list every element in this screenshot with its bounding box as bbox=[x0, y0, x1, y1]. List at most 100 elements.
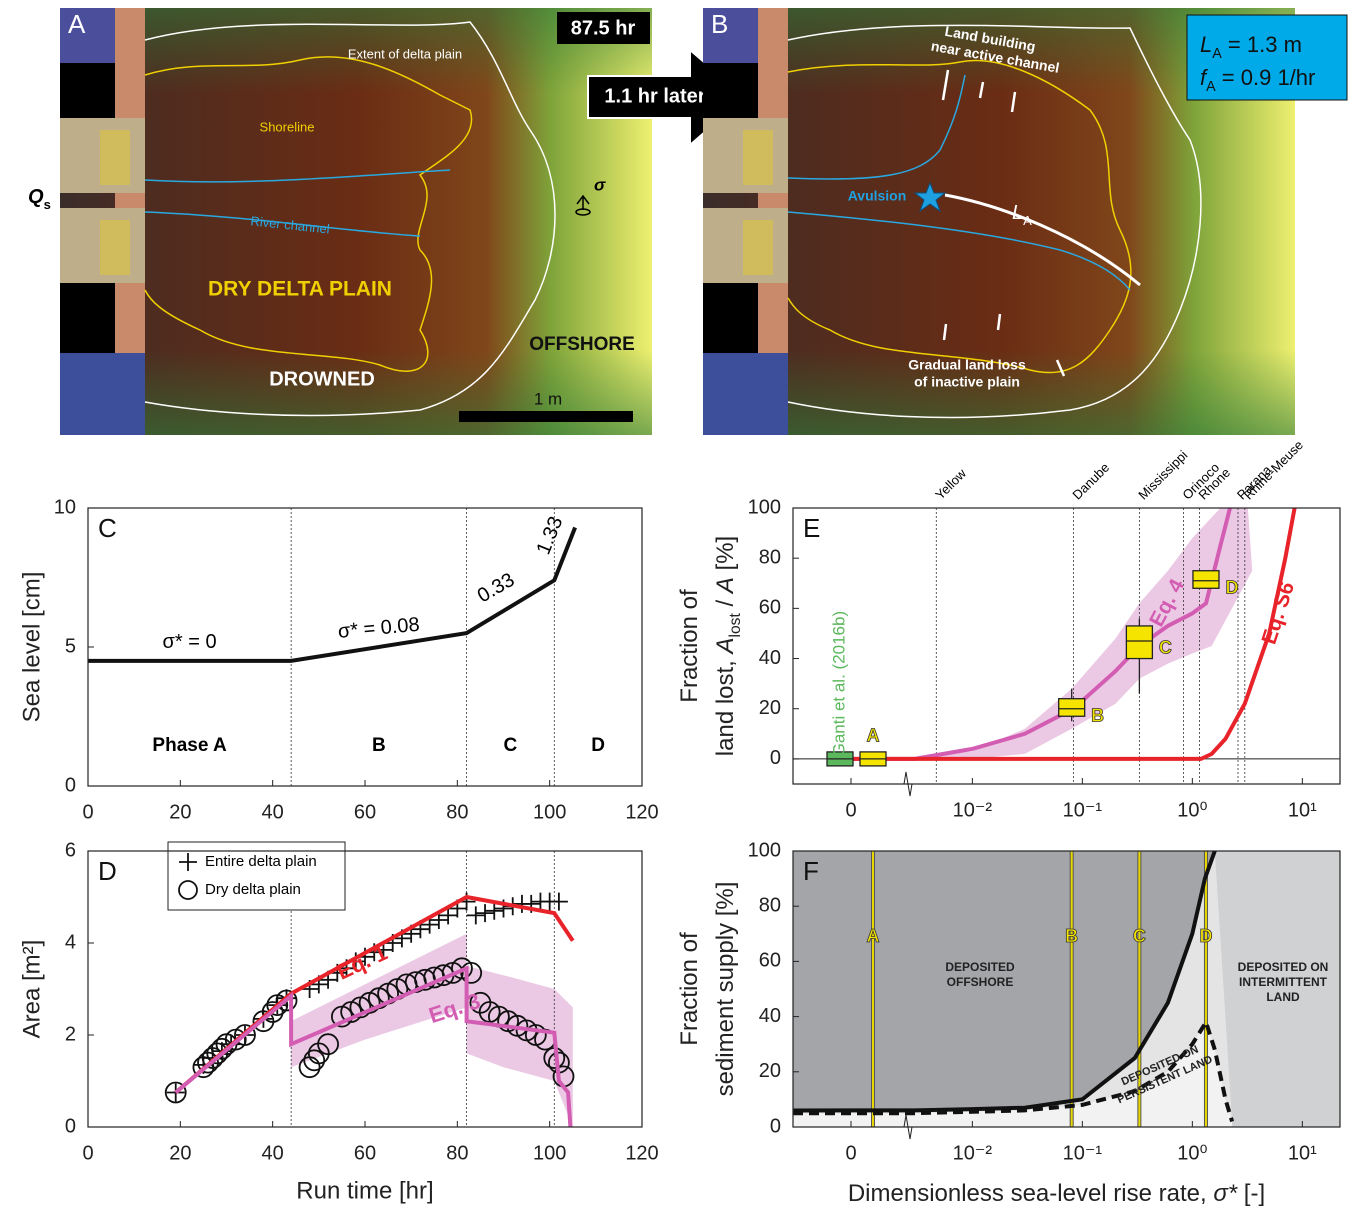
text-part: = 1.3 m bbox=[1222, 32, 1302, 57]
avulsion-label: Avulsion bbox=[848, 188, 907, 204]
x-tick-label: 80 bbox=[446, 1142, 468, 1164]
y-tick-label: 80 bbox=[759, 546, 781, 568]
y-tick-label: 100 bbox=[748, 839, 781, 861]
photo-a: A 87.5 hr Extent of delta plain Shorelin… bbox=[60, 8, 652, 435]
y-tick-label: 2 bbox=[65, 1023, 76, 1045]
y-axis-label: Fraction of bbox=[676, 589, 703, 703]
text-part: A bbox=[1206, 79, 1216, 95]
region-label: OFFSHORE bbox=[947, 975, 1014, 989]
y-tick-label: 0 bbox=[770, 747, 781, 769]
extent-label: Extent of delta plain bbox=[348, 46, 462, 61]
y-tick-label: 6 bbox=[65, 839, 76, 861]
x-tick-label: 120 bbox=[625, 801, 658, 823]
region-label: DEPOSITED ON bbox=[1238, 960, 1329, 974]
x-tick-label: 100 bbox=[533, 801, 566, 823]
text-part: Fraction of bbox=[676, 589, 703, 703]
case-label: A bbox=[867, 926, 880, 946]
case-label: C bbox=[1133, 926, 1146, 946]
y-axis-label: Sea level [cm] bbox=[18, 572, 45, 723]
river-label: Yellow bbox=[932, 465, 969, 502]
region-label: DROWNED bbox=[269, 368, 375, 390]
text-part: A bbox=[1023, 213, 1032, 228]
rate-label: 1.33 bbox=[533, 513, 568, 557]
case-label: B bbox=[1065, 926, 1078, 946]
x-tick-label: 10⁻¹ bbox=[1063, 1142, 1103, 1164]
x-tick-label: 120 bbox=[625, 1142, 658, 1164]
box-label: B bbox=[1091, 705, 1104, 725]
reference-label: Ganti et al. (2016b) bbox=[829, 611, 848, 757]
y-axis-label: Area [m²] bbox=[18, 940, 45, 1039]
y-tick-label: 5 bbox=[65, 635, 76, 657]
annotation: Gradual land loss bbox=[908, 357, 1026, 373]
region-label: DRY DELTA PLAIN bbox=[208, 278, 392, 301]
y-tick-label: 100 bbox=[748, 496, 781, 518]
entire-point bbox=[550, 893, 568, 911]
x-tick-label: 10⁻² bbox=[953, 1142, 993, 1164]
panel-letter: B bbox=[711, 9, 728, 39]
text-part: [%] bbox=[712, 536, 739, 577]
text-part: [-] bbox=[1237, 1180, 1265, 1207]
time-label: 87.5 hr bbox=[571, 17, 636, 39]
shoreline-label: Shoreline bbox=[260, 119, 315, 134]
x-tick-label: 10⁻¹ bbox=[1063, 799, 1103, 821]
rate-label: σ* = 0.08 bbox=[337, 614, 420, 643]
region-label: OFFSHORE bbox=[529, 334, 635, 355]
text-part: A bbox=[1212, 46, 1222, 62]
y-tick-label: 80 bbox=[759, 894, 781, 916]
text-part: land lost, bbox=[712, 653, 739, 756]
y-axis-label: sediment supply [%] bbox=[712, 882, 739, 1097]
entire-point bbox=[476, 904, 494, 922]
y-axis-label: land lost, Alost / A [%] bbox=[712, 536, 743, 756]
box bbox=[1059, 699, 1085, 717]
case-label: D bbox=[1199, 926, 1212, 946]
phase-label: Phase A bbox=[152, 735, 227, 756]
entire-point bbox=[467, 906, 485, 924]
figure: A 87.5 hr Extent of delta plain Shorelin… bbox=[0, 0, 1355, 1212]
x-tick-label: 10⁰ bbox=[1177, 799, 1207, 821]
annotation: of inactive plain bbox=[914, 374, 1020, 390]
rate-label: 0.33 bbox=[474, 569, 519, 608]
text-part: σ* bbox=[1213, 1180, 1237, 1207]
y-tick-label: 20 bbox=[759, 697, 781, 719]
x-tick-label: 0 bbox=[82, 1142, 93, 1164]
y-tick-label: 0 bbox=[65, 1115, 76, 1137]
box-label: D bbox=[1225, 578, 1238, 598]
river-label: Rhine-Meuse bbox=[1241, 437, 1306, 502]
y-axis-label: Fraction of bbox=[676, 932, 703, 1046]
phase-label: C bbox=[504, 735, 518, 756]
box bbox=[1126, 626, 1152, 659]
panel-letter: A bbox=[68, 9, 86, 39]
y-tick-label: 20 bbox=[759, 1060, 781, 1082]
river-label: Danube bbox=[1069, 460, 1112, 503]
text-part: = 0.9 1/hr bbox=[1216, 65, 1316, 90]
panel-letter: F bbox=[803, 856, 819, 886]
x-tick-label: 10⁻² bbox=[953, 799, 993, 821]
x-tick-label: 10¹ bbox=[1288, 1142, 1317, 1164]
x-tick-label: 100 bbox=[533, 1142, 566, 1164]
text-part: sediment supply [%] bbox=[712, 882, 739, 1097]
x-tick-label: 20 bbox=[169, 801, 191, 823]
phase-label: B bbox=[372, 735, 386, 756]
y-tick-label: 40 bbox=[759, 647, 781, 669]
text-part: A bbox=[712, 637, 739, 655]
x-tick-label: 60 bbox=[354, 801, 376, 823]
y-tick-label: 0 bbox=[65, 774, 76, 796]
panel-letter: D bbox=[98, 856, 117, 886]
text-part: L bbox=[1200, 32, 1212, 57]
x-tick-label: 0 bbox=[845, 799, 856, 821]
sigma-label: σ bbox=[594, 175, 606, 194]
x-axis-label: Run time [hr] bbox=[296, 1177, 433, 1204]
scale-bar bbox=[459, 411, 633, 422]
legend-label: Dry delta plain bbox=[205, 881, 301, 898]
page: {"photos":[ {"panel":"A","time":"87.5 hr… bbox=[0, 0, 1355, 1217]
panel-letter: E bbox=[803, 513, 820, 543]
x-tick-label: 40 bbox=[262, 801, 284, 823]
text-part: / bbox=[712, 593, 739, 613]
phase-label: D bbox=[591, 735, 605, 756]
text-part: Dimensionless sea-level rise rate, bbox=[848, 1180, 1213, 1207]
region-label: DEPOSITED bbox=[945, 960, 1015, 974]
y-tick-label: 60 bbox=[759, 950, 781, 972]
text-part: s bbox=[44, 197, 51, 212]
panel-letter: C bbox=[98, 513, 117, 543]
